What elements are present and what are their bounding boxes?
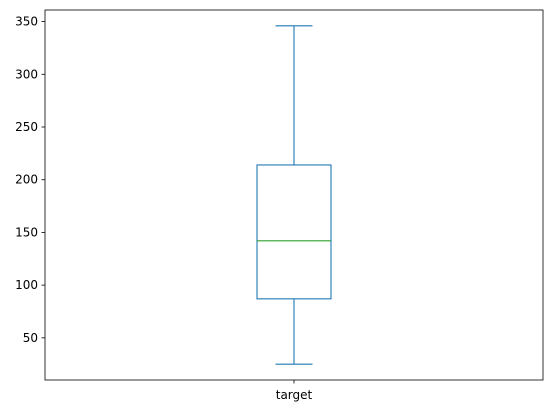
x-axis: target (276, 380, 313, 402)
y-tick-label: 300 (15, 67, 38, 81)
y-tick-label: 50 (23, 331, 38, 345)
y-tick-label: 100 (15, 278, 38, 292)
y-tick-label: 250 (15, 120, 38, 134)
x-tick-label: target (276, 388, 313, 402)
y-tick-label: 200 (15, 173, 38, 187)
box-iqr (256, 164, 332, 300)
y-axis: 50 100 150 200 250 300 350 (15, 15, 45, 345)
y-tick-label: 150 (15, 225, 38, 239)
y-tick-label: 350 (15, 15, 38, 29)
box-series (256, 25, 332, 365)
